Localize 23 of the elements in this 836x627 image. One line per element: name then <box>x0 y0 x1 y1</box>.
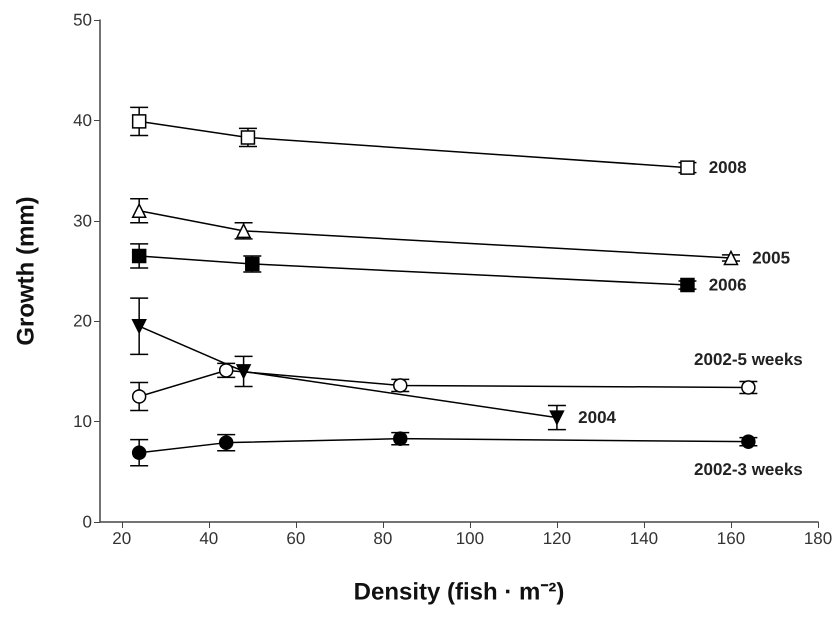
x-tick-label: 180 <box>804 529 832 548</box>
x-axis-title: Density (fish · m⁻²) <box>354 578 564 606</box>
x-tick-label: 120 <box>542 529 572 548</box>
y-axis-title: Growth (mm) <box>12 196 40 346</box>
y-tick-label: 50 <box>73 10 92 30</box>
series-label: 2008 <box>708 158 747 178</box>
x-tick-label: 60 <box>286 529 306 548</box>
y-tick-label: 0 <box>82 512 92 532</box>
x-tick-label: 80 <box>373 529 392 548</box>
x-tick-label: 40 <box>199 529 218 548</box>
series-label: 2002-5 weeks <box>694 350 803 370</box>
series-label: 2006 <box>708 276 747 295</box>
x-tick-label: 140 <box>630 529 658 548</box>
series-label: 2004 <box>578 408 617 428</box>
series-label: 2002-3 weeks <box>694 460 803 479</box>
y-tick-label: 10 <box>73 412 92 432</box>
y-tick-label: 40 <box>73 110 92 130</box>
x-tick-label: 160 <box>716 529 746 548</box>
x-tick-label: 20 <box>112 529 132 548</box>
y-tick-label: 20 <box>73 312 92 331</box>
series-label: 2005 <box>752 248 790 268</box>
y-tick-label: 30 <box>73 211 92 230</box>
x-tick-label: 100 <box>456 529 484 548</box>
